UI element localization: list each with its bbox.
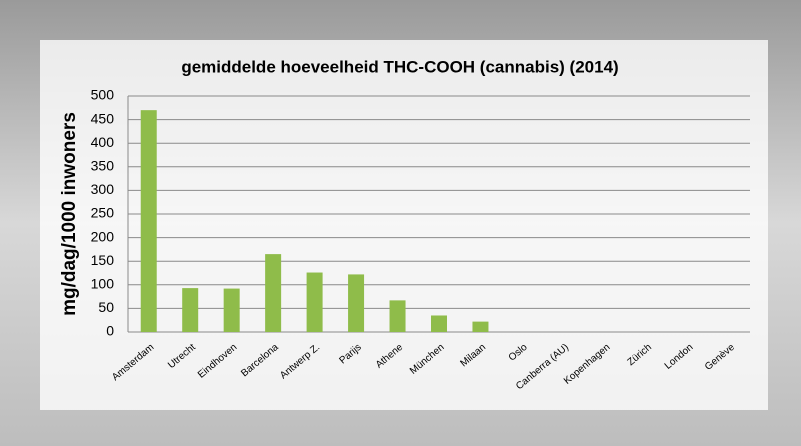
bar — [389, 300, 406, 332]
bar — [182, 288, 199, 332]
y-tick-label: 350 — [91, 158, 115, 174]
bar — [265, 254, 282, 332]
y-tick-label: 150 — [91, 252, 115, 268]
y-tick-label: 400 — [91, 134, 115, 150]
y-tick-label: 0 — [106, 323, 114, 339]
bar — [306, 272, 323, 332]
bar — [472, 321, 489, 332]
y-tick-label: 100 — [91, 276, 115, 292]
y-tick-label: 200 — [91, 228, 115, 244]
bar — [431, 315, 447, 332]
y-tick-label: 250 — [91, 205, 115, 221]
bar — [140, 110, 157, 332]
y-tick-label: 50 — [98, 299, 114, 315]
chart-title: gemiddelde hoeveelheid THC-COOH (cannabi… — [181, 57, 618, 76]
y-axis-label: mg/dag/1000 inwoners — [59, 112, 80, 316]
bar — [223, 288, 240, 332]
bar — [348, 274, 365, 332]
y-tick-label: 300 — [91, 181, 115, 197]
y-tick-label: 450 — [91, 110, 115, 126]
chart-panel — [40, 40, 768, 410]
y-tick-label: 500 — [91, 87, 115, 103]
